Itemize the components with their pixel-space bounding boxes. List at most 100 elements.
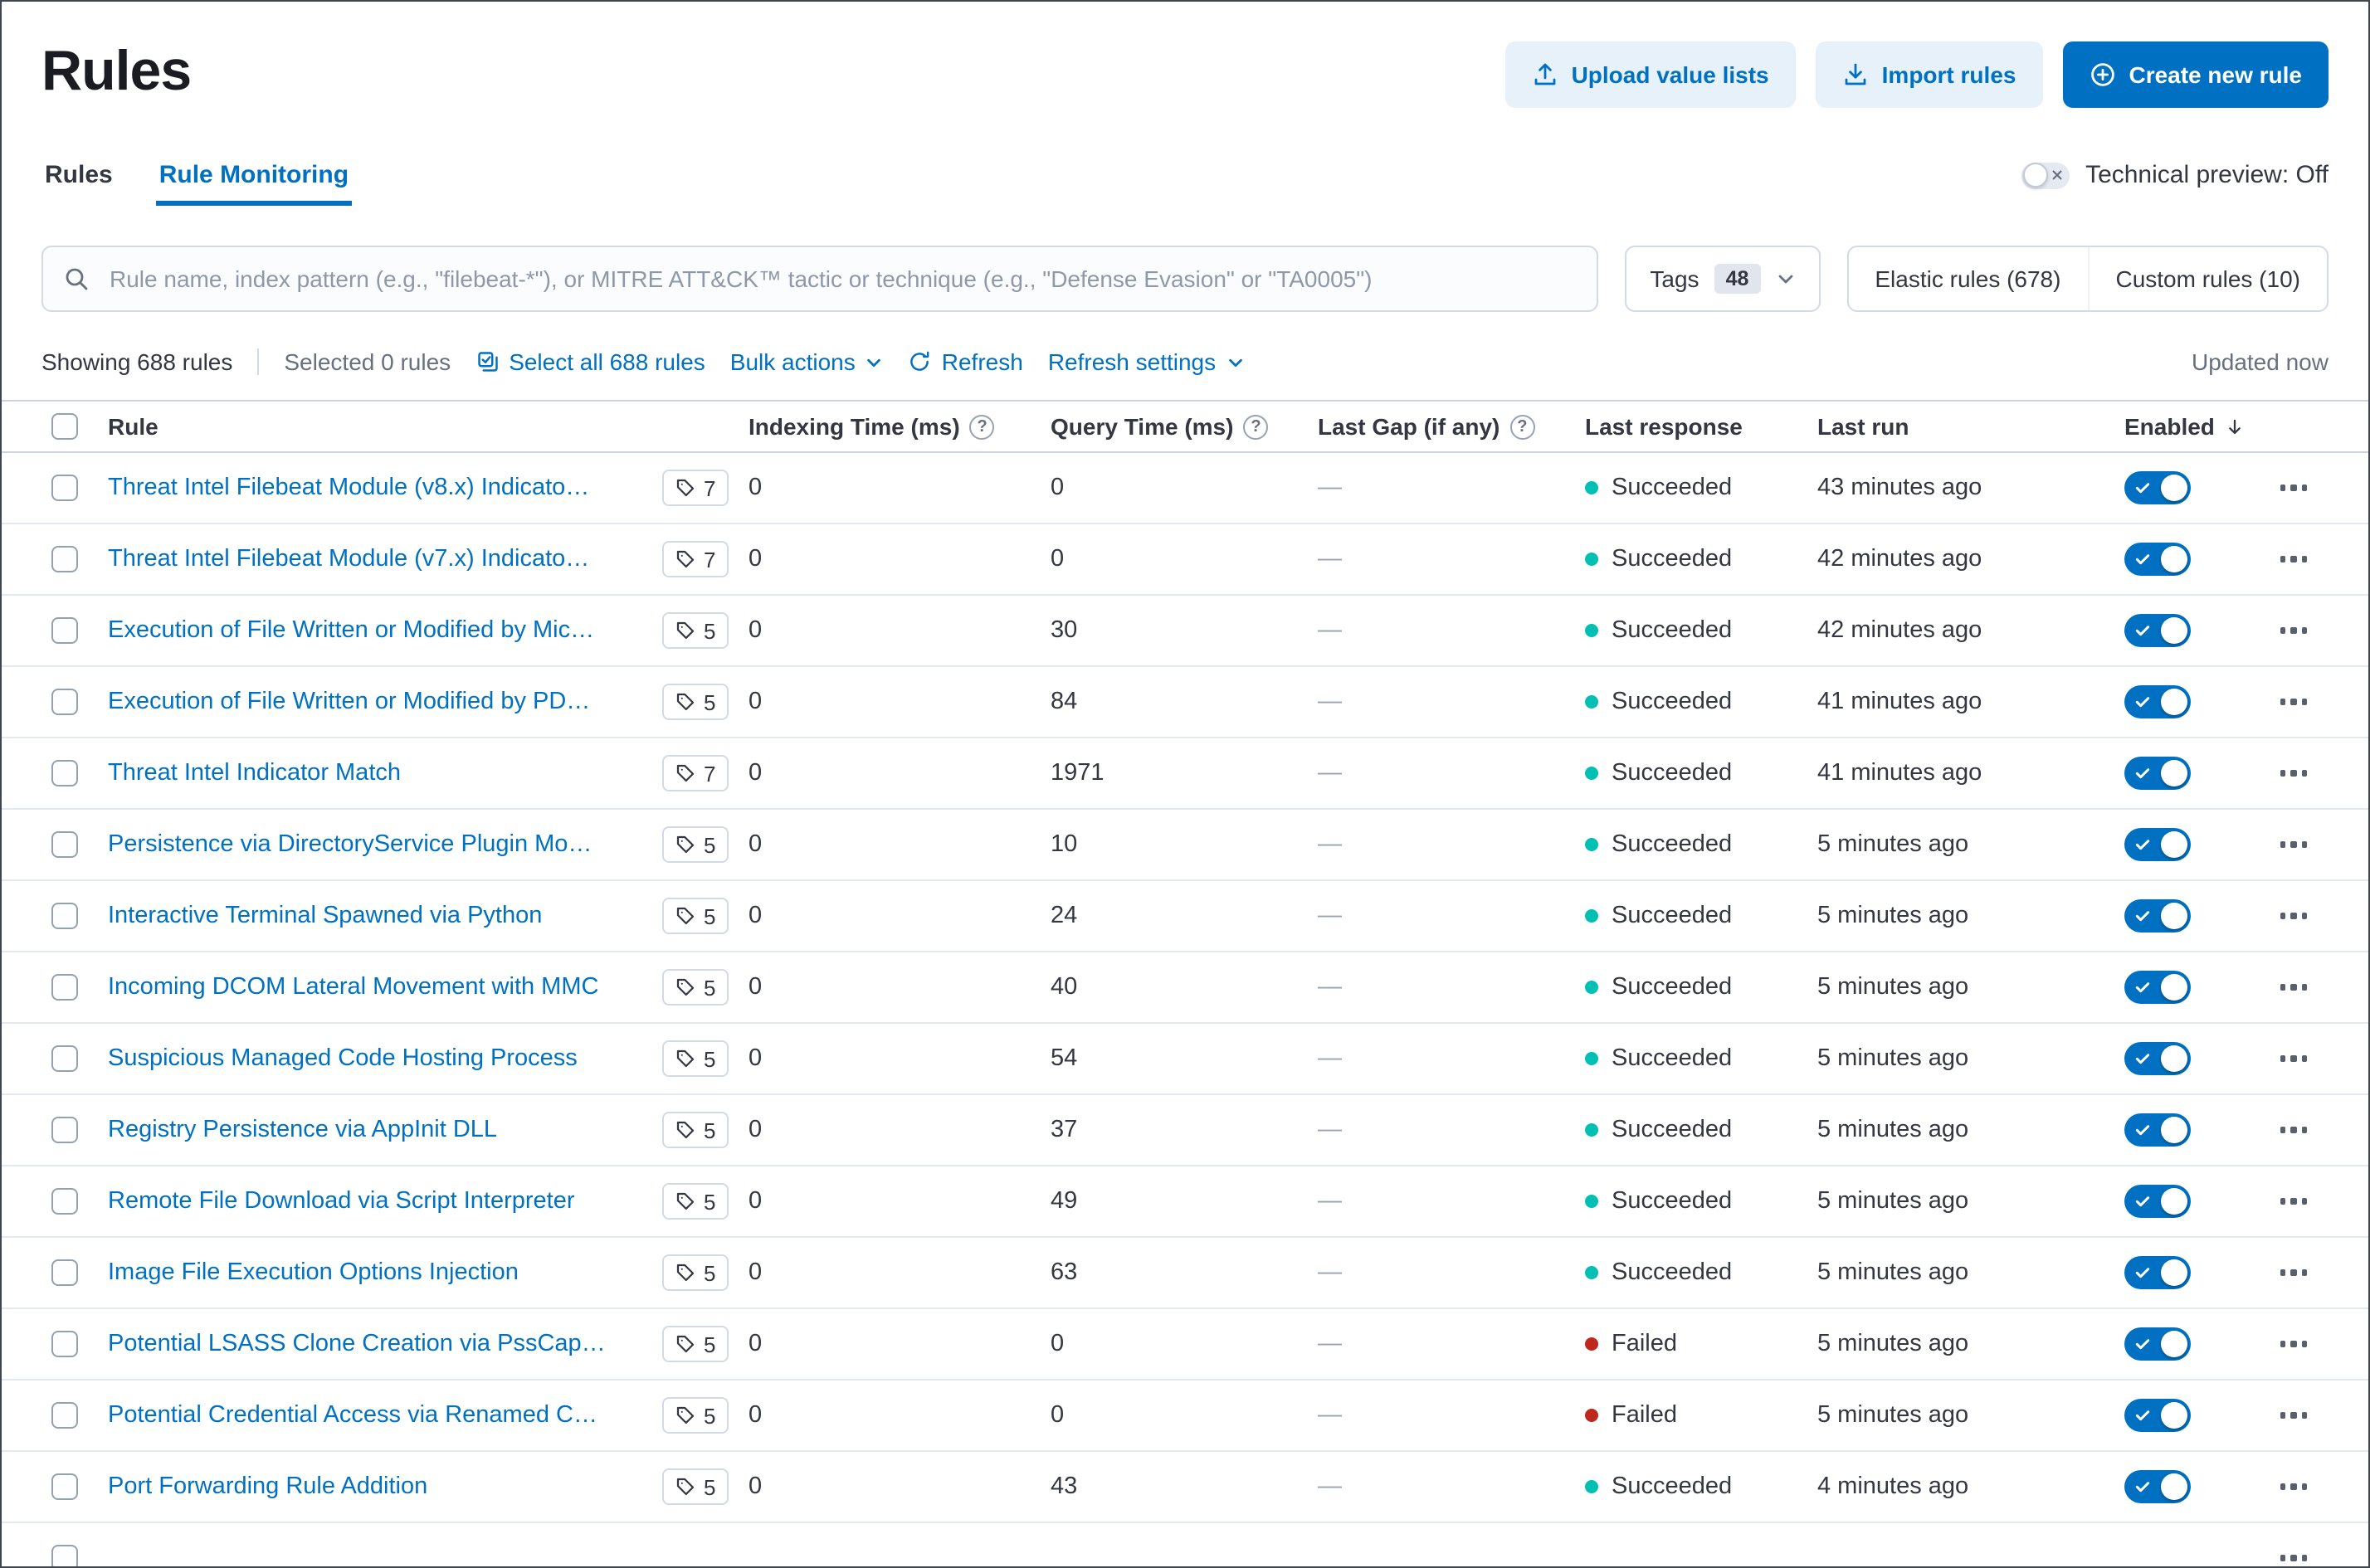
tags-badge[interactable]: 5 bbox=[662, 684, 729, 720]
tags-badge[interactable]: 5 bbox=[662, 898, 729, 934]
column-header-last-response[interactable]: Last response bbox=[1585, 413, 1743, 440]
row-checkbox[interactable] bbox=[51, 689, 78, 715]
column-header-indexing-time[interactable]: Indexing Time (ms) ? bbox=[749, 413, 1051, 440]
custom-rules-filter[interactable]: Custom rules (10) bbox=[2087, 247, 2327, 310]
row-checkbox[interactable] bbox=[51, 1331, 78, 1357]
column-header-last-gap[interactable]: Last Gap (if any) ? bbox=[1318, 413, 1585, 440]
enabled-toggle[interactable] bbox=[2124, 543, 2191, 576]
tags-badge[interactable]: 7 bbox=[662, 755, 729, 791]
help-icon[interactable]: ? bbox=[1509, 414, 1535, 439]
row-checkbox[interactable] bbox=[51, 617, 78, 644]
elastic-rules-filter[interactable]: Elastic rules (678) bbox=[1848, 247, 2088, 310]
row-checkbox[interactable] bbox=[51, 974, 78, 1001]
enabled-toggle[interactable] bbox=[2124, 1042, 2191, 1075]
column-header-rule[interactable]: Rule bbox=[108, 413, 158, 440]
tags-badge[interactable]: 5 bbox=[662, 1183, 729, 1220]
rule-name-link[interactable]: Incoming DCOM Lateral Movement with MMC bbox=[108, 974, 599, 1001]
enabled-toggle[interactable] bbox=[2124, 757, 2191, 790]
rule-name-link[interactable]: Persistence via DirectoryService Plugin … bbox=[108, 831, 592, 858]
enabled-toggle[interactable] bbox=[2124, 1327, 2191, 1361]
rule-name-link[interactable]: Interactive Terminal Spawned via Python bbox=[108, 903, 543, 929]
row-actions-button[interactable] bbox=[2274, 903, 2314, 929]
row-checkbox[interactable] bbox=[51, 903, 78, 929]
row-actions-button[interactable] bbox=[2274, 1332, 2314, 1357]
row-actions-button[interactable] bbox=[2274, 618, 2314, 644]
rule-name-link[interactable]: Execution of File Written or Modified by… bbox=[108, 689, 591, 715]
rule-name-link[interactable]: Threat Intel Filebeat Module (v7.x) Indi… bbox=[108, 546, 590, 572]
row-checkbox[interactable] bbox=[51, 831, 78, 858]
help-icon[interactable]: ? bbox=[1243, 414, 1269, 439]
row-checkbox[interactable] bbox=[51, 546, 78, 572]
rule-name-link[interactable]: Potential Credential Access via Renamed … bbox=[108, 1402, 597, 1429]
column-header-last-run[interactable]: Last run bbox=[1817, 413, 1909, 440]
enabled-toggle[interactable] bbox=[2124, 471, 2191, 504]
tags-badge[interactable]: 5 bbox=[662, 612, 729, 649]
row-actions-button[interactable] bbox=[2274, 547, 2314, 572]
rule-name-link[interactable]: Execution of File Written or Modified by… bbox=[108, 617, 595, 644]
row-actions-button[interactable] bbox=[2274, 975, 2314, 1001]
enabled-toggle[interactable] bbox=[2124, 614, 2191, 647]
tags-badge[interactable]: 5 bbox=[662, 1254, 729, 1291]
row-actions-button[interactable] bbox=[2274, 1260, 2314, 1286]
rule-name-link[interactable]: Suspicious Managed Code Hosting Process bbox=[108, 1045, 578, 1072]
tags-badge[interactable]: 5 bbox=[662, 826, 729, 863]
tags-badge[interactable]: 5 bbox=[662, 1397, 729, 1434]
refresh-button[interactable]: Refresh bbox=[909, 348, 1023, 375]
enabled-toggle[interactable] bbox=[2124, 828, 2191, 861]
bulk-actions-button[interactable]: Bulk actions bbox=[730, 348, 884, 375]
rule-name-link[interactable]: Registry Persistence via AppInit DLL bbox=[108, 1117, 498, 1143]
enabled-toggle[interactable] bbox=[2124, 1470, 2191, 1503]
technical-preview-toggle[interactable] bbox=[2021, 162, 2070, 188]
rule-name-link[interactable]: Image File Execution Options Injection bbox=[108, 1259, 519, 1286]
import-rules-button[interactable]: Import rules bbox=[1815, 41, 2043, 108]
tags-badge[interactable]: 7 bbox=[662, 541, 729, 577]
row-actions-button[interactable] bbox=[2274, 1546, 2314, 1566]
tags-filter-button[interactable]: Tags 48 bbox=[1625, 246, 1821, 312]
rule-name-link[interactable]: Potential LSASS Clone Creation via PssCa… bbox=[108, 1331, 606, 1357]
column-header-query-time[interactable]: Query Time (ms) ? bbox=[1051, 413, 1318, 440]
enabled-toggle[interactable] bbox=[2124, 685, 2191, 718]
upload-value-lists-button[interactable]: Upload value lists bbox=[1504, 41, 1796, 108]
rule-name-link[interactable]: Threat Intel Indicator Match bbox=[108, 760, 401, 786]
row-actions-button[interactable] bbox=[2274, 1046, 2314, 1072]
create-new-rule-button[interactable]: Create new rule bbox=[2062, 41, 2329, 108]
select-all-checkbox[interactable] bbox=[51, 413, 78, 440]
tags-badge[interactable]: 7 bbox=[662, 470, 729, 506]
row-checkbox[interactable] bbox=[51, 1473, 78, 1500]
row-actions-button[interactable] bbox=[2274, 1189, 2314, 1215]
row-checkbox[interactable] bbox=[51, 475, 78, 501]
row-actions-button[interactable] bbox=[2274, 475, 2314, 501]
enabled-toggle[interactable] bbox=[2124, 971, 2191, 1004]
row-checkbox[interactable] bbox=[51, 1188, 78, 1215]
tags-badge[interactable]: 5 bbox=[662, 969, 729, 1006]
tags-badge[interactable]: 5 bbox=[662, 1040, 729, 1077]
row-checkbox[interactable] bbox=[51, 1402, 78, 1429]
tags-badge[interactable]: 5 bbox=[662, 1468, 729, 1505]
row-actions-button[interactable] bbox=[2274, 1118, 2314, 1143]
enabled-toggle[interactable] bbox=[2124, 1185, 2191, 1218]
tags-badge[interactable]: 5 bbox=[662, 1326, 729, 1362]
rule-name-link[interactable]: Port Forwarding Rule Addition bbox=[108, 1473, 428, 1500]
search-input[interactable] bbox=[41, 246, 1599, 312]
tab-rule-monitoring[interactable]: Rule Monitoring bbox=[155, 151, 353, 206]
enabled-toggle[interactable] bbox=[2124, 1399, 2191, 1432]
row-actions-button[interactable] bbox=[2274, 761, 2314, 786]
row-checkbox[interactable] bbox=[51, 1045, 78, 1072]
refresh-settings-button[interactable]: Refresh settings bbox=[1048, 348, 1244, 375]
enabled-toggle[interactable] bbox=[2124, 899, 2191, 933]
select-all-rules-link[interactable]: Select all 688 rules bbox=[475, 348, 705, 375]
enabled-toggle[interactable] bbox=[2124, 1113, 2191, 1147]
row-checkbox[interactable] bbox=[51, 1117, 78, 1143]
row-checkbox[interactable] bbox=[51, 1259, 78, 1286]
row-checkbox[interactable] bbox=[51, 760, 78, 786]
tags-badge[interactable]: 5 bbox=[662, 1112, 729, 1148]
tab-rules[interactable]: Rules bbox=[45, 161, 113, 189]
enabled-toggle[interactable] bbox=[2124, 1256, 2191, 1289]
rule-name-link[interactable]: Remote File Download via Script Interpre… bbox=[108, 1188, 575, 1215]
row-actions-button[interactable] bbox=[2274, 1403, 2314, 1429]
rule-name-link[interactable]: Threat Intel Filebeat Module (v8.x) Indi… bbox=[108, 475, 590, 501]
row-checkbox[interactable] bbox=[51, 1545, 78, 1566]
row-actions-button[interactable] bbox=[2274, 689, 2314, 715]
help-icon[interactable]: ? bbox=[969, 414, 995, 439]
column-header-enabled[interactable]: Enabled bbox=[2124, 413, 2259, 440]
